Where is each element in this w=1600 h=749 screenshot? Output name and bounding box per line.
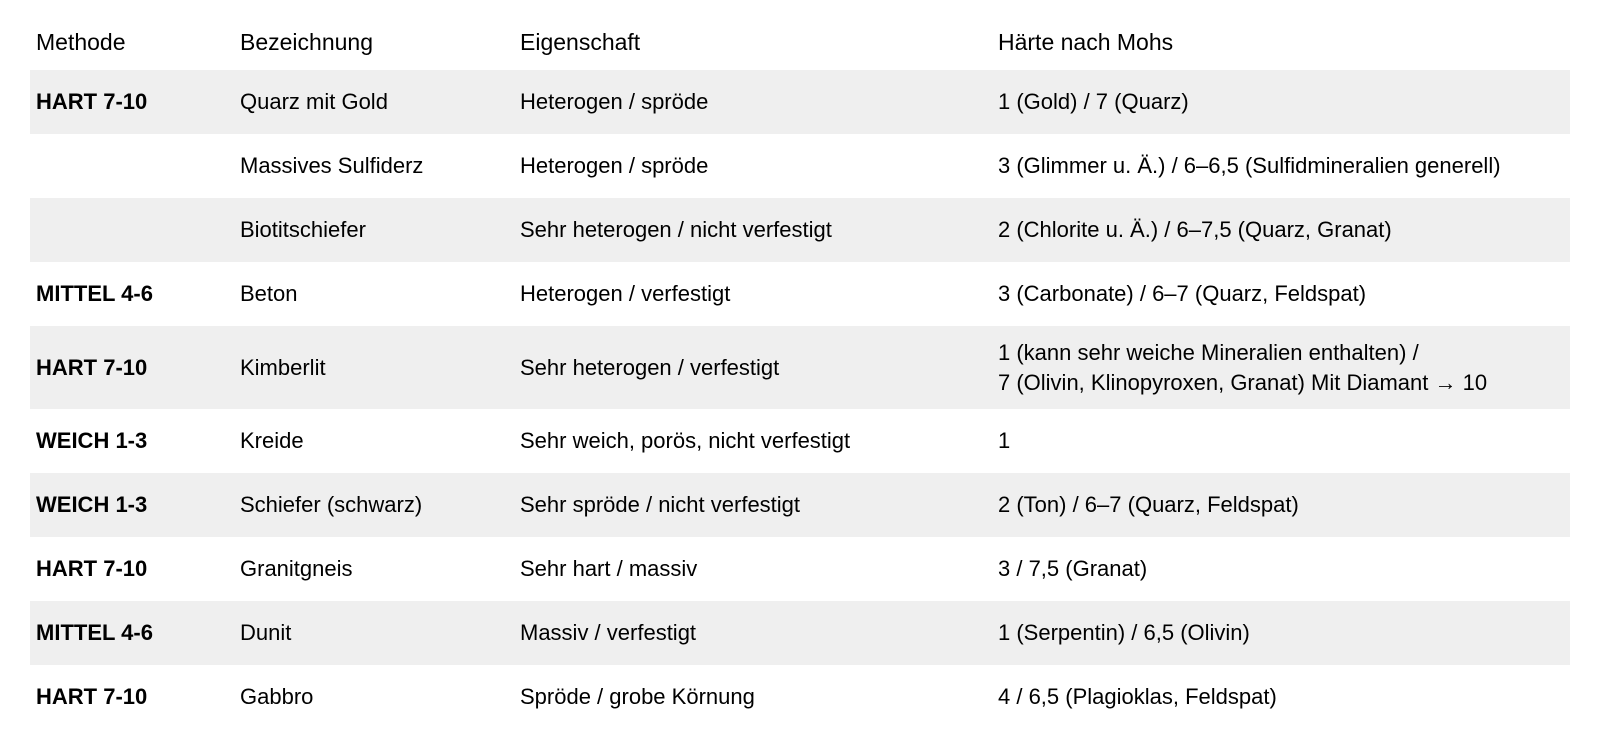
cell-eigenschaft: Heterogen / verfestigt (520, 281, 998, 307)
cell-methode: HART 7-10 (30, 556, 240, 582)
cell-haerte-line2: 7 (Olivin, Klinopyroxen, Granat) Mit Dia… (998, 368, 1560, 398)
cell-methode: HART 7-10 (30, 355, 240, 381)
cell-methode: HART 7-10 (30, 89, 240, 115)
cell-haerte: 3 (Carbonate) / 6–7 (Quarz, Feldspat) (998, 281, 1570, 307)
cell-haerte: 1 (Gold) / 7 (Quarz) (998, 89, 1570, 115)
table-row: HART 7-10 Gabbro Spröde / grobe Körnung … (30, 665, 1570, 729)
table-row: MITTEL 4-6 Beton Heterogen / verfestigt … (30, 262, 1570, 326)
cell-methode: WEICH 1-3 (30, 428, 240, 454)
header-eigenschaft: Eigenschaft (520, 29, 998, 56)
cell-eigenschaft: Massiv / verfestigt (520, 620, 998, 646)
cell-bezeichnung: Dunit (240, 620, 520, 646)
cell-eigenschaft: Sehr spröde / nicht verfestigt (520, 492, 998, 518)
cell-haerte: 1 (kann sehr weiche Mineralien enthalten… (998, 338, 1570, 397)
cell-haerte: 3 (Glimmer u. Ä.) / 6–6,5 (Sulfidmineral… (998, 153, 1570, 179)
cell-eigenschaft: Sehr heterogen / verfestigt (520, 355, 998, 381)
cell-bezeichnung: Massives Sulfiderz (240, 153, 520, 179)
table-header-row: Methode Bezeichnung Eigenschaft Härte na… (30, 20, 1570, 70)
table-row: Massives Sulfiderz Heterogen / spröde 3 … (30, 134, 1570, 198)
table-row: WEICH 1-3 Kreide Sehr weich, porös, nich… (30, 409, 1570, 473)
table-row: Biotitschiefer Sehr heterogen / nicht ve… (30, 198, 1570, 262)
cell-haerte: 2 (Chlorite u. Ä.) / 6–7,5 (Quarz, Grana… (998, 217, 1570, 243)
cell-eigenschaft: Sehr weich, porös, nicht verfestigt (520, 428, 998, 454)
cell-haerte: 3 / 7,5 (Granat) (998, 556, 1570, 582)
cell-haerte: 1 (998, 428, 1570, 454)
cell-eigenschaft: Sehr heterogen / nicht verfestigt (520, 217, 998, 243)
cell-bezeichnung: Gabbro (240, 684, 520, 710)
cell-methode: MITTEL 4-6 (30, 620, 240, 646)
header-haerte: Härte nach Mohs (998, 29, 1570, 56)
cell-bezeichnung: Granitgneis (240, 556, 520, 582)
table-row: HART 7-10 Kimberlit Sehr heterogen / ver… (30, 326, 1570, 409)
cell-bezeichnung: Schiefer (schwarz) (240, 492, 520, 518)
table-row: MITTEL 4-6 Dunit Massiv / verfestigt 1 (… (30, 601, 1570, 665)
cell-eigenschaft: Heterogen / spröde (520, 89, 998, 115)
cell-haerte: 2 (Ton) / 6–7 (Quarz, Feldspat) (998, 492, 1570, 518)
cell-bezeichnung: Kreide (240, 428, 520, 454)
cell-eigenschaft: Spröde / grobe Körnung (520, 684, 998, 710)
cell-eigenschaft: Heterogen / spröde (520, 153, 998, 179)
table-row: HART 7-10 Granitgneis Sehr hart / massiv… (30, 537, 1570, 601)
cell-bezeichnung: Kimberlit (240, 355, 520, 381)
cell-methode: WEICH 1-3 (30, 492, 240, 518)
materials-table: Methode Bezeichnung Eigenschaft Härte na… (30, 20, 1570, 729)
cell-bezeichnung: Beton (240, 281, 520, 307)
cell-bezeichnung: Biotitschiefer (240, 217, 520, 243)
header-bezeichnung: Bezeichnung (240, 29, 520, 56)
cell-haerte: 1 (Serpentin) / 6,5 (Olivin) (998, 620, 1570, 646)
cell-haerte-line1: 1 (kann sehr weiche Mineralien enthalten… (998, 338, 1560, 368)
cell-methode: MITTEL 4-6 (30, 281, 240, 307)
table-row: WEICH 1-3 Schiefer (schwarz) Sehr spröde… (30, 473, 1570, 537)
cell-bezeichnung: Quarz mit Gold (240, 89, 520, 115)
table-row: HART 7-10 Quarz mit Gold Heterogen / spr… (30, 70, 1570, 134)
cell-eigenschaft: Sehr hart / massiv (520, 556, 998, 582)
header-methode: Methode (30, 29, 240, 56)
cell-methode: HART 7-10 (30, 684, 240, 710)
cell-haerte: 4 / 6,5 (Plagioklas, Feldspat) (998, 684, 1570, 710)
